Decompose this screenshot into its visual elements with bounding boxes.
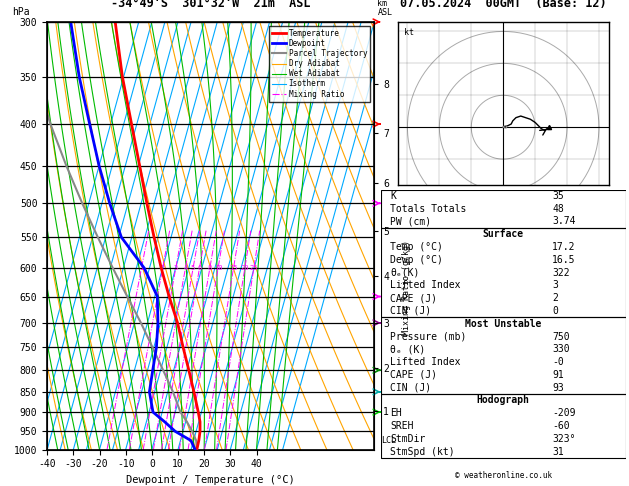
Text: 0: 0 [552,306,558,316]
Text: 6: 6 [198,265,202,271]
X-axis label: Dewpoint / Temperature (°C): Dewpoint / Temperature (°C) [126,475,295,485]
Text: 07.05.2024  00GMT  (Base: 12): 07.05.2024 00GMT (Base: 12) [400,0,606,10]
Text: 25: 25 [250,265,258,271]
Text: -34°49'S  301°32'W  21m  ASL: -34°49'S 301°32'W 21m ASL [111,0,311,10]
Text: CIN (J): CIN (J) [391,306,431,316]
Text: km
ASL: km ASL [377,0,392,17]
Text: -60: -60 [552,421,570,431]
Text: 17.2: 17.2 [552,242,576,252]
Text: StmDir: StmDir [391,434,426,444]
Text: 31: 31 [552,447,564,457]
Text: 322: 322 [552,268,570,278]
Text: 323°: 323° [552,434,576,444]
Text: 5: 5 [191,265,195,271]
Text: 3.74: 3.74 [552,216,576,226]
Text: LCL: LCL [381,436,396,445]
Text: 2: 2 [160,265,165,271]
Text: 2: 2 [552,293,558,303]
Text: StmSpd (kt): StmSpd (kt) [391,447,455,457]
Text: Mixing Ratio (g/kg): Mixing Ratio (g/kg) [403,240,411,334]
Text: 16.5: 16.5 [552,255,576,265]
Legend: Temperature, Dewpoint, Parcel Trajectory, Dry Adiabat, Wet Adiabat, Isotherm, Mi: Temperature, Dewpoint, Parcel Trajectory… [269,26,370,102]
Text: Hodograph: Hodograph [477,396,530,405]
Text: 35: 35 [552,191,564,201]
Text: 330: 330 [552,345,570,354]
Text: K: K [391,191,396,201]
Text: -0: -0 [552,357,564,367]
Text: 8: 8 [208,265,212,271]
Text: CAPE (J): CAPE (J) [391,293,437,303]
Text: PW (cm): PW (cm) [391,216,431,226]
Text: 1: 1 [140,265,143,271]
Text: kt: kt [404,28,414,37]
Text: Temp (°C): Temp (°C) [391,242,443,252]
Text: CAPE (J): CAPE (J) [391,370,437,380]
Text: 750: 750 [552,331,570,342]
Text: θₑ (K): θₑ (K) [391,345,426,354]
Text: Lifted Index: Lifted Index [391,357,461,367]
Text: Pressure (mb): Pressure (mb) [391,331,467,342]
Text: Totals Totals: Totals Totals [391,204,467,214]
Text: Most Unstable: Most Unstable [465,319,542,329]
Text: EH: EH [391,408,402,418]
Text: hPa: hPa [13,7,30,17]
Bar [381,317,626,394]
Text: 93: 93 [552,382,564,393]
Text: 3: 3 [552,280,558,291]
Text: Lifted Index: Lifted Index [391,280,461,291]
Text: θₑ(K): θₑ(K) [391,268,420,278]
Bar [381,190,626,228]
Text: 3: 3 [174,265,178,271]
Text: 10: 10 [214,265,222,271]
Text: CIN (J): CIN (J) [391,382,431,393]
Text: © weatheronline.co.uk: © weatheronline.co.uk [455,471,552,480]
Text: Dewp (°C): Dewp (°C) [391,255,443,265]
Text: SREH: SREH [391,421,414,431]
Text: 91: 91 [552,370,564,380]
Bar [381,394,626,458]
Text: 48: 48 [552,204,564,214]
Text: 15: 15 [229,265,238,271]
Text: 4: 4 [183,265,187,271]
Text: 20: 20 [240,265,249,271]
Bar [381,228,626,317]
Text: Surface: Surface [482,229,524,239]
Text: -209: -209 [552,408,576,418]
